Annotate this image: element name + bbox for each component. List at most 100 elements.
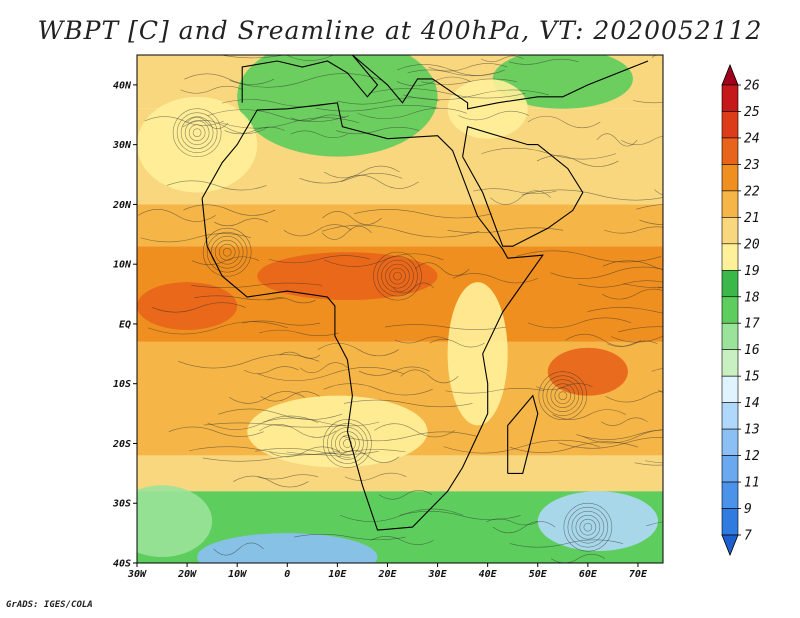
streamline-vortex <box>558 391 568 400</box>
lon-tick-label: 60E <box>579 569 598 580</box>
streamline-vortex <box>373 251 422 301</box>
streamline <box>397 64 506 76</box>
streamline <box>636 204 663 210</box>
streamline-vortex <box>339 435 356 452</box>
streamline <box>286 449 406 455</box>
streamline <box>321 224 480 238</box>
streamline <box>516 250 662 263</box>
streamline-vortex <box>172 108 222 157</box>
streamline <box>166 180 267 191</box>
streamline <box>623 283 663 289</box>
colorbar-label: 15 <box>744 370 760 385</box>
streamline <box>144 116 224 126</box>
streamline <box>645 460 663 464</box>
streamline <box>414 262 470 276</box>
temp-patch-4 <box>257 252 438 301</box>
streamline <box>481 55 524 63</box>
lon-tick-label: 50E <box>529 569 548 580</box>
colorbar-box <box>721 269 739 298</box>
streamline <box>168 426 264 437</box>
colorbar: 26 25 24 23 22 21 20 19 18 17 16 15 14 13 12 11 9 7 <box>721 63 760 557</box>
streamline <box>508 58 579 65</box>
streamline-vortex <box>222 247 232 257</box>
lon-tick-label: 20E <box>377 569 397 580</box>
streamline <box>605 390 663 403</box>
streamline <box>317 342 399 357</box>
streamline <box>587 307 663 314</box>
streamline <box>536 383 593 391</box>
lon-tick-label: 0 <box>284 569 290 580</box>
colorbar-top-arrow <box>721 63 739 86</box>
lon-tick-label: 30W <box>127 569 147 580</box>
colorbar-label: 21 <box>744 211 760 226</box>
colorbar-label: 26 <box>744 79 760 94</box>
streamline-vortex <box>575 514 601 540</box>
streamline <box>203 422 347 428</box>
streamline <box>610 335 663 343</box>
lon-tick-label: 40E <box>479 569 498 580</box>
streamline <box>654 189 663 196</box>
temp-patch-1 <box>492 55 633 109</box>
coastlines <box>201 55 649 531</box>
streamline <box>343 399 473 408</box>
streamline-vortex <box>218 243 236 261</box>
streamline-vortex <box>192 128 202 137</box>
streamline <box>353 209 493 219</box>
streamline <box>509 539 624 548</box>
streamline <box>447 227 564 234</box>
streamline <box>323 165 400 179</box>
colorbar-label: 17 <box>744 317 760 332</box>
streamline <box>147 321 288 335</box>
streamline <box>189 446 341 456</box>
streamline <box>421 78 517 85</box>
colorbar-label: 24 <box>744 131 760 146</box>
streamline <box>213 542 264 556</box>
streamline <box>207 109 350 122</box>
lon-tick-label: 20W <box>177 569 197 580</box>
streamline <box>374 423 456 438</box>
streamline <box>152 302 246 313</box>
streamline <box>551 553 606 563</box>
streamline <box>358 366 430 376</box>
streamline <box>400 369 459 384</box>
streamline <box>565 333 642 347</box>
streamline-vortex <box>214 239 240 265</box>
streamline <box>243 366 299 374</box>
temp-band-5 <box>137 455 663 492</box>
streamline <box>182 119 269 134</box>
streamline <box>384 324 507 330</box>
streamline <box>315 105 439 112</box>
streamline <box>521 189 663 201</box>
streamline <box>224 126 285 135</box>
temp-patch-7 <box>447 282 508 426</box>
streamline <box>601 288 663 300</box>
lat-tick-label: 10N <box>113 260 132 271</box>
streamline-vortex <box>550 383 576 408</box>
colorbar-box <box>721 508 739 536</box>
lat-tick-label: 40N <box>113 80 132 91</box>
streamline <box>322 211 382 225</box>
coast-madagascar <box>507 394 539 474</box>
streamline <box>186 116 229 129</box>
streamline <box>229 73 383 88</box>
colorbar-label: 25 <box>744 105 760 120</box>
streamline <box>338 450 400 463</box>
streamline <box>299 362 348 374</box>
colorbar-box <box>721 349 739 377</box>
streamline <box>342 431 477 442</box>
streamline <box>336 97 440 105</box>
streamline-vortex <box>579 518 597 536</box>
streamline <box>558 437 663 449</box>
streamline-vortex <box>538 371 588 420</box>
streamline <box>394 336 449 344</box>
colorbar-box <box>721 111 739 139</box>
streamline-vortex <box>180 116 214 149</box>
plot-frame <box>136 54 664 564</box>
streamline <box>269 446 341 458</box>
lon-tick-label: 10E <box>328 569 347 580</box>
streamline <box>527 115 601 129</box>
streamline <box>428 63 508 72</box>
streamline-vortex <box>327 423 368 464</box>
streamline-vortex <box>331 427 364 460</box>
streamline-vortex <box>184 120 210 145</box>
